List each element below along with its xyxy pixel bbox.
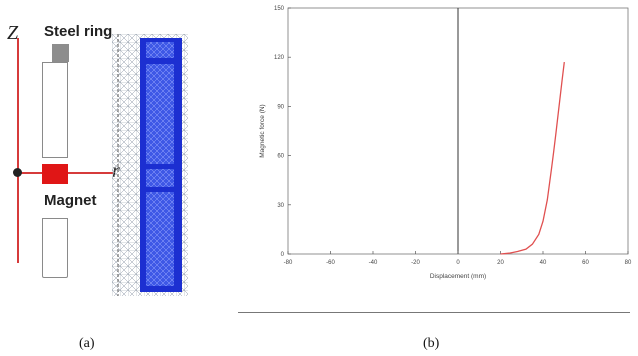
caption-b: (b) — [423, 336, 440, 351]
x-axis-title: Displacement (mm) — [430, 273, 486, 280]
y-tick-label: 120 — [274, 55, 285, 61]
tube-upper-section — [42, 62, 68, 158]
x-tick-label: 60 — [582, 260, 589, 266]
x-tick-label: -40 — [369, 260, 378, 266]
y-tick-label: 150 — [274, 6, 285, 12]
origin-point — [13, 168, 22, 177]
steel-ring-label: Steel ring — [44, 23, 113, 40]
series-line — [500, 62, 565, 255]
fem-mesh-figure — [112, 34, 188, 296]
x-tick-label: -60 — [326, 260, 335, 266]
y-tick-label: 30 — [277, 203, 284, 209]
x-tick-label: 0 — [456, 260, 460, 266]
y-tick-label: 60 — [277, 154, 284, 160]
y-tick-label: 90 — [277, 104, 284, 110]
mesh-upper-region — [146, 64, 174, 164]
magnet-label: Magnet — [44, 192, 97, 209]
steel-ring-block — [52, 44, 69, 62]
z-axis-label: Z — [7, 22, 19, 44]
magnet-block — [42, 164, 68, 184]
x-tick-label: 20 — [497, 260, 504, 266]
panel-b-chart: -80 -60 -40 -20 0 20 40 60 80 0 30 60 90 120 150 Displa… — [230, 0, 638, 310]
tube-lower-section — [42, 218, 68, 278]
panel-a-schematic: Z r Steel ring Magnet — [0, 0, 200, 300]
caption-a: (a) — [79, 336, 95, 351]
separator-line — [238, 312, 630, 313]
x-tick-label: 80 — [625, 260, 632, 266]
x-tick-label: 40 — [540, 260, 547, 266]
force-displacement-chart: -80 -60 -40 -20 0 20 40 60 80 0 30 60 90 120 150 Displa… — [259, 6, 632, 280]
y-axis-title: Magnetic force (N) — [259, 104, 266, 157]
z-axis-line — [17, 38, 19, 263]
mesh-lower-region — [146, 192, 174, 286]
x-tick-label: -20 — [411, 260, 420, 266]
y-tick-label: 0 — [281, 252, 285, 258]
x-tick-label: -80 — [284, 260, 293, 266]
mesh-magnet-region — [146, 169, 174, 187]
mesh-steel-ring-region — [146, 42, 174, 58]
